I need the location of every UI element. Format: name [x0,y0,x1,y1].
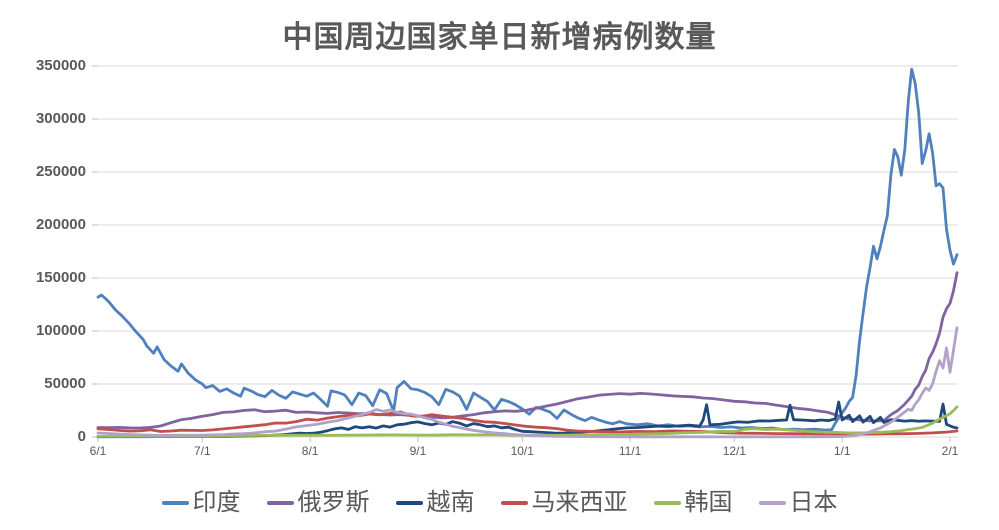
series-line-japan [96,326,959,439]
series-line-russia [96,271,959,430]
legend-swatch-russia [266,501,294,505]
series-line-south-korea [96,405,959,438]
x-axis-label: 12/1 [722,444,747,458]
legend-item-vietnam: 越南 [395,488,475,518]
y-axis-label: 0 [77,428,86,445]
legend-swatch-malaysia [500,501,528,505]
x-axis-label: 9/1 [409,444,427,458]
x-axis-label: 11/1 [618,444,642,458]
legend-item-japan: 日本 [758,488,838,518]
legend-label-india: 印度 [192,490,241,516]
legend-swatch-vietnam [395,501,423,505]
legend-label-russia: 俄罗斯 [297,490,370,516]
series-line-malaysia [96,410,959,436]
legend-label-japan: 日本 [789,490,838,516]
series-line-india [96,67,959,432]
legend-label-vietnam: 越南 [426,490,475,516]
y-axis-label: 150000 [35,269,86,286]
legend-item-russia: 俄罗斯 [266,488,370,518]
chart-title: 中国周边国家单日新增病例数量 [282,21,717,54]
y-axis-label: 350000 [35,57,86,74]
x-axis-label: 1/1 [833,444,851,458]
x-axis-label: 8/1 [301,444,319,458]
y-axis-label: 250000 [35,163,86,180]
x-axis-label: 10/1 [510,444,534,458]
legend-item-india: 印度 [161,488,241,518]
y-axis-label: 100000 [35,322,86,339]
x-axis-label: 2/1 [941,444,959,458]
y-axis-label: 200000 [35,216,86,233]
x-axis-label: 7/1 [193,444,211,458]
y-axis-label: 50000 [44,375,86,392]
chart-legend: 印度 俄罗斯 越南 马来西亚 韩国 日本 [0,483,999,523]
x-axis-label: 6/1 [89,444,107,458]
legend-swatch-south-korea [653,501,681,505]
legend-label-malaysia: 马来西亚 [531,490,628,516]
legend-label-south-korea: 韩国 [684,490,733,516]
y-axis-label: 300000 [35,110,86,127]
legend-swatch-japan [758,501,786,505]
legend-item-malaysia: 马来西亚 [500,488,628,518]
legend-item-south-korea: 韩国 [653,488,733,518]
legend-swatch-india [161,501,189,505]
